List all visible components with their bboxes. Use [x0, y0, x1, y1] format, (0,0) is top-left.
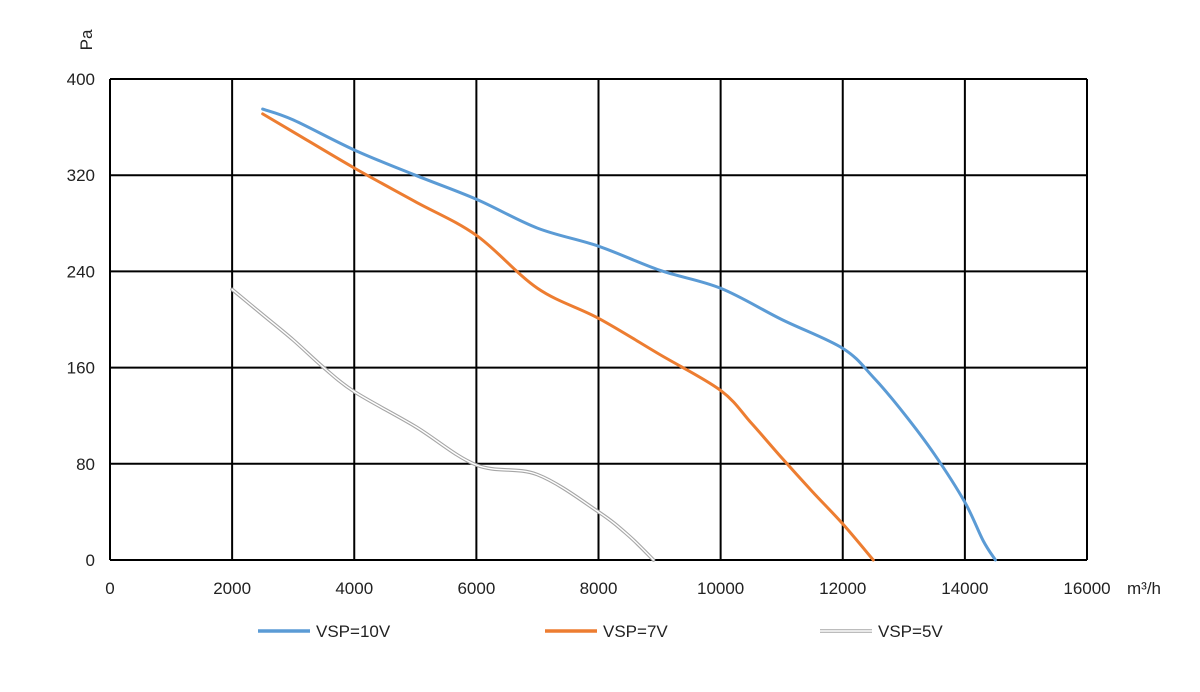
- x-tick-label: 4000: [335, 579, 373, 598]
- x-tick-label: 2000: [213, 579, 251, 598]
- series-line-vsp-5v-inner: [231, 288, 655, 561]
- x-tick-label: 12000: [819, 579, 866, 598]
- y-tick-label: 160: [67, 359, 95, 378]
- x-axis-label: m³/h: [1127, 579, 1161, 598]
- series-line-vsp-10v: [261, 107, 997, 562]
- legend-label-vsp-5v: VSP=5V: [878, 622, 943, 641]
- y-tick-label: 320: [67, 166, 95, 185]
- y-tick-label: 240: [67, 262, 95, 281]
- x-tick-label: 16000: [1063, 579, 1110, 598]
- y-tick-label: 0: [86, 551, 95, 570]
- x-tick-label: 8000: [580, 579, 618, 598]
- series-line-vsp-5v: [230, 287, 656, 562]
- series-layer: [230, 107, 997, 562]
- x-tick-label: 6000: [457, 579, 495, 598]
- legend-label-vsp-10v: VSP=10V: [316, 622, 391, 641]
- x-tick-label: 10000: [697, 579, 744, 598]
- y-tick-label: 400: [67, 70, 95, 89]
- ticks: 0 2000 4000 6000 8000 10000 12000 14000 16000 0 80…: [67, 70, 1111, 598]
- legend-label-vsp-7v: VSP=7V: [603, 622, 668, 641]
- x-tick-label: 0: [105, 579, 114, 598]
- y-tick-label: 80: [76, 455, 95, 474]
- grid: [109, 78, 1088, 561]
- series-line-vsp-7v: [261, 112, 875, 562]
- x-tick-label: 14000: [941, 579, 988, 598]
- y-axis-label: Pa: [77, 29, 96, 50]
- legend: VSP=10V VSP=7V VSP=5V: [258, 622, 943, 641]
